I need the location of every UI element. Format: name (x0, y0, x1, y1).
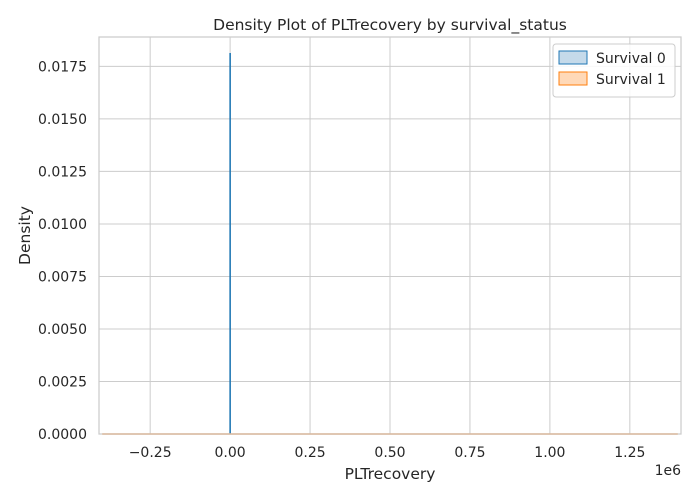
x-tick-label: 0.50 (374, 445, 405, 461)
legend-label-1: Survival 1 (596, 72, 666, 88)
y-ticks: 0.0000 0.0025 0.0050 0.0075 0.0100 0.0125 0.01… (38, 59, 87, 443)
y-tick-label: 0.0025 (38, 374, 87, 390)
y-tick-label: 0.0050 (38, 322, 87, 338)
y-tick-label: 0.0175 (38, 59, 87, 75)
plot-frame (98, 36, 682, 435)
y-tick-label: 0.0000 (38, 427, 87, 443)
grid (99, 37, 681, 435)
legend-swatch-0 (558, 50, 588, 65)
x-ticks: −0.25 0.00 0.25 0.50 0.75 1.00 1.25 (129, 445, 646, 461)
x-tick-label: −0.25 (129, 445, 172, 461)
legend: Survival 0 Survival 1 (552, 43, 676, 98)
x-tick-label: 1.00 (534, 445, 565, 461)
x-tick-label: 0.25 (294, 445, 325, 461)
chart-title: Density Plot of PLTrecovery by survival_… (213, 16, 567, 35)
legend-label-0: Survival 0 (596, 51, 666, 67)
y-axis-label: Density (16, 206, 34, 265)
x-tick-label: 0.75 (454, 445, 485, 461)
y-tick-label: 0.0125 (38, 164, 87, 180)
legend-swatch-1 (558, 71, 588, 86)
y-tick-label: 0.0100 (38, 217, 87, 233)
y-tick-label: 0.0150 (38, 112, 87, 128)
x-tick-label: 0.00 (215, 445, 246, 461)
y-tick-label: 0.0075 (38, 269, 87, 285)
x-tick-label: 1.25 (614, 445, 645, 461)
x-offset-label: 1e6 (655, 463, 682, 479)
x-axis-label: PLTrecovery (345, 465, 436, 483)
